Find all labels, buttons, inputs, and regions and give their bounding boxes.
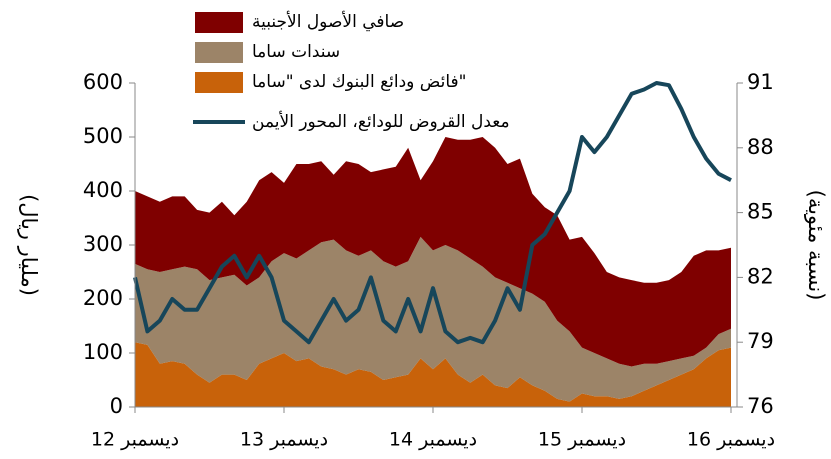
legend-label: معدل القروض للودائع، المحور الأيمن: [252, 111, 510, 132]
legend-label: فائض ودائع البنوك لدى "ساما": [252, 72, 466, 92]
y-tick-label: 400: [83, 178, 123, 202]
x-tick-label: ديسمبر 13: [240, 429, 328, 451]
y2-tick-label: 76: [747, 394, 774, 418]
area: [135, 342, 731, 407]
y-tick-label: 600: [83, 70, 123, 94]
x-tick-label: ديسمبر 15: [538, 429, 626, 451]
legend-label: صافي الأصول الأجنبية: [252, 11, 404, 32]
x-tick-label: ديسمبر 12: [91, 429, 179, 451]
y-tick-label: 100: [83, 340, 123, 364]
x-tick-label: ديسمبر 16: [687, 429, 775, 451]
y2-tick-label: 88: [747, 135, 774, 159]
y-tick-label: 500: [83, 124, 123, 148]
area: [135, 137, 731, 367]
legend-swatch: [195, 42, 243, 63]
legend-label: سندات ساما: [252, 42, 340, 62]
x-tick-label: ديسمبر 14: [389, 429, 477, 451]
legend-swatch: [195, 72, 243, 93]
y2-tick-label: 85: [747, 200, 774, 224]
y2-tick-label: 82: [747, 264, 774, 288]
line: [133, 81, 732, 345]
y-tick-label: 0: [110, 394, 123, 418]
y2-tick-label: 79: [747, 329, 774, 353]
y-tick-label: 300: [83, 232, 123, 256]
y2-tick-label: 91: [747, 70, 774, 94]
area: [135, 236, 731, 402]
y2-axis-label: (نسبة مئوية): [804, 190, 828, 301]
y-tick-label: 200: [83, 286, 123, 310]
legend-swatch: [195, 12, 243, 33]
y-axis-label: (مليار ريال): [17, 194, 41, 296]
